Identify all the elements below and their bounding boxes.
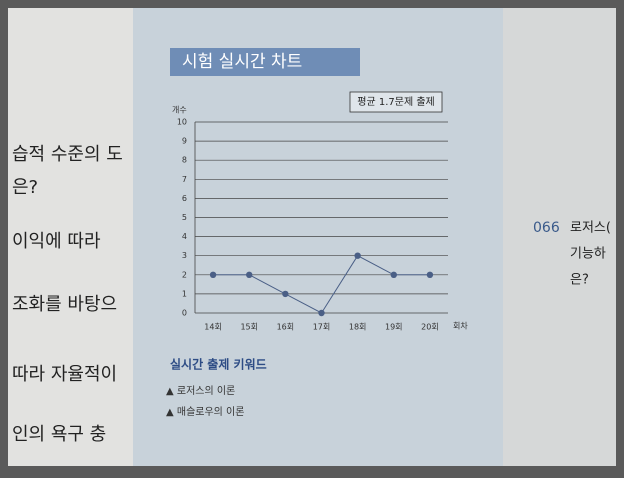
y-tick-label: 5 (182, 213, 187, 222)
y-axis-label: 개수 (172, 105, 187, 115)
x-tick-label: 17회 (313, 323, 331, 332)
data-point (354, 252, 361, 259)
left-text: 습적 수준의 도 (12, 144, 123, 165)
right-text: 은? (570, 273, 589, 288)
data-point (282, 290, 289, 298)
x-tick-label: 18회 (349, 323, 367, 332)
data-point (390, 271, 397, 278)
keyword: ▲ 로저스의 이론 (166, 385, 235, 397)
annotation: 평균 1.7문제 출제 (357, 96, 434, 108)
data-point (318, 309, 325, 317)
y-tick-label: 4 (182, 232, 187, 241)
right-text: 로저스( (570, 221, 611, 236)
keywords-heading: 실시간 출제 키워드 (170, 357, 267, 372)
right-page (503, 8, 616, 466)
data-point (209, 271, 217, 278)
data-point (246, 271, 253, 278)
y-tick-label: 9 (182, 137, 187, 146)
x-tick-label: 16회 (277, 323, 295, 332)
data-point (426, 271, 434, 278)
y-tick-label: 2 (182, 270, 187, 279)
y-tick-label: 0 (182, 309, 187, 318)
x-tick-label: 19회 (385, 323, 403, 332)
left-page (8, 8, 133, 466)
left-text: 조화를 바탕으 (12, 294, 117, 315)
left-text: 따라 자율적이 (12, 364, 117, 385)
x-tick-label: 20회 (421, 323, 439, 332)
chart-title: 시험 실시간 차트 (182, 52, 302, 72)
question-number: 066 (533, 220, 560, 236)
title-banner (170, 48, 360, 76)
right-text: 기능하 (570, 247, 606, 262)
left-text: 이익에 따라 (12, 231, 101, 252)
y-tick-label: 8 (182, 156, 187, 165)
x-tick-label: 14회 (204, 323, 222, 332)
y-tick-label: 10 (177, 118, 187, 127)
y-tick-label: 3 (182, 251, 187, 260)
y-tick-label: 7 (182, 175, 187, 184)
annotation-box (349, 91, 443, 113)
y-tick-label: 6 (182, 194, 187, 203)
x-axis-label: 회차 (453, 322, 468, 331)
left-text: 인의 욕구 충 (12, 424, 106, 445)
keyword: ▲ 매슬로우의 이론 (166, 406, 244, 418)
x-tick-label: 15회 (240, 323, 258, 332)
left-text: 은? (12, 177, 38, 198)
y-tick-label: 1 (182, 289, 187, 298)
center-page (133, 8, 503, 466)
